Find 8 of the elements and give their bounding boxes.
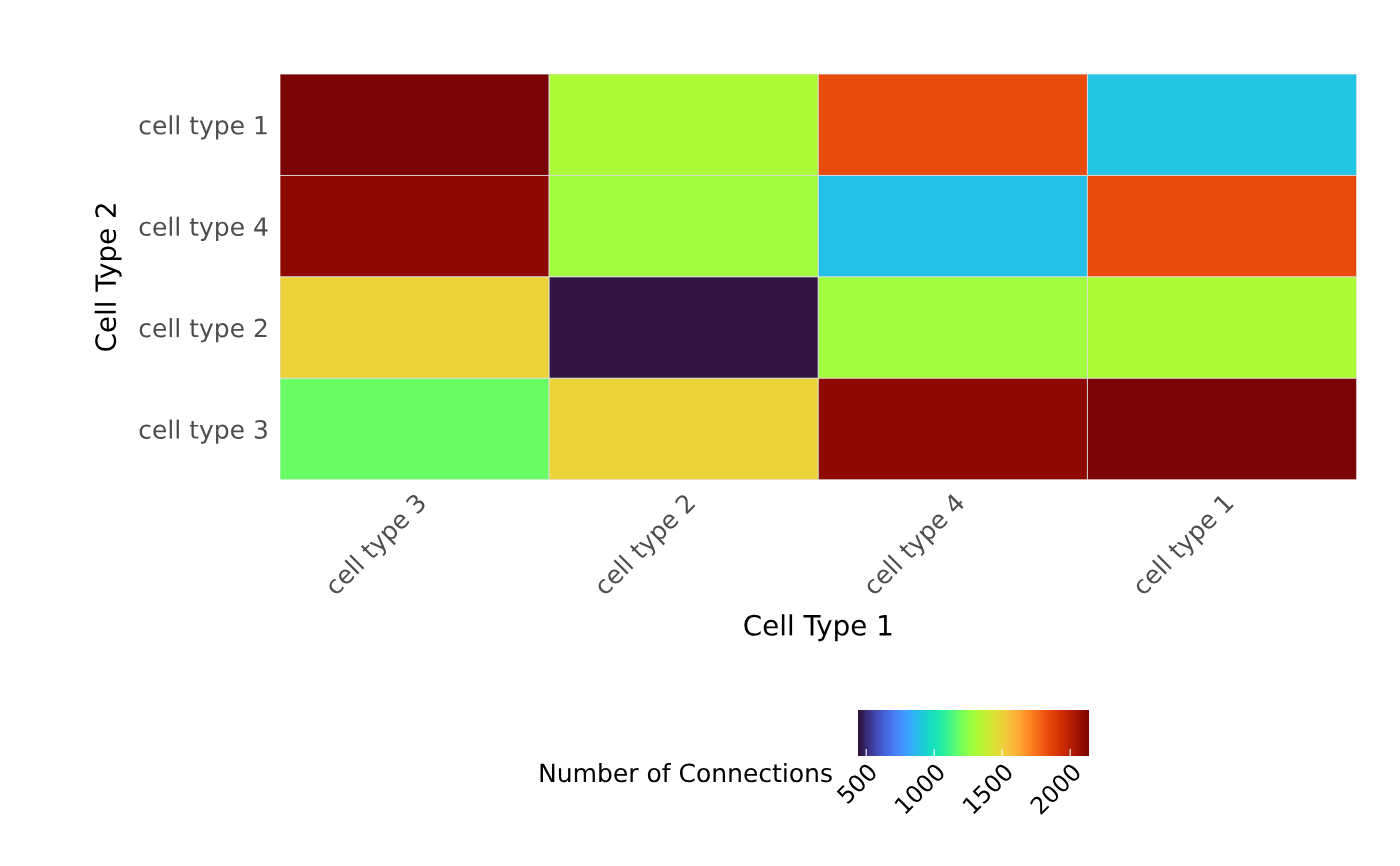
y-tick-label: cell type 2	[139, 318, 267, 343]
x-axis-title: Cell Type 1	[744, 614, 892, 642]
y-tick-label: cell type 3	[139, 419, 267, 444]
color-bar-title: Number of Connections	[540, 762, 832, 783]
y-tick-label: cell type 1	[139, 115, 267, 140]
color-bar-label: 500	[835, 762, 879, 805]
y-axis-title: Cell Type 2	[94, 204, 122, 351]
y-tick-label: cell type 4	[139, 216, 268, 241]
